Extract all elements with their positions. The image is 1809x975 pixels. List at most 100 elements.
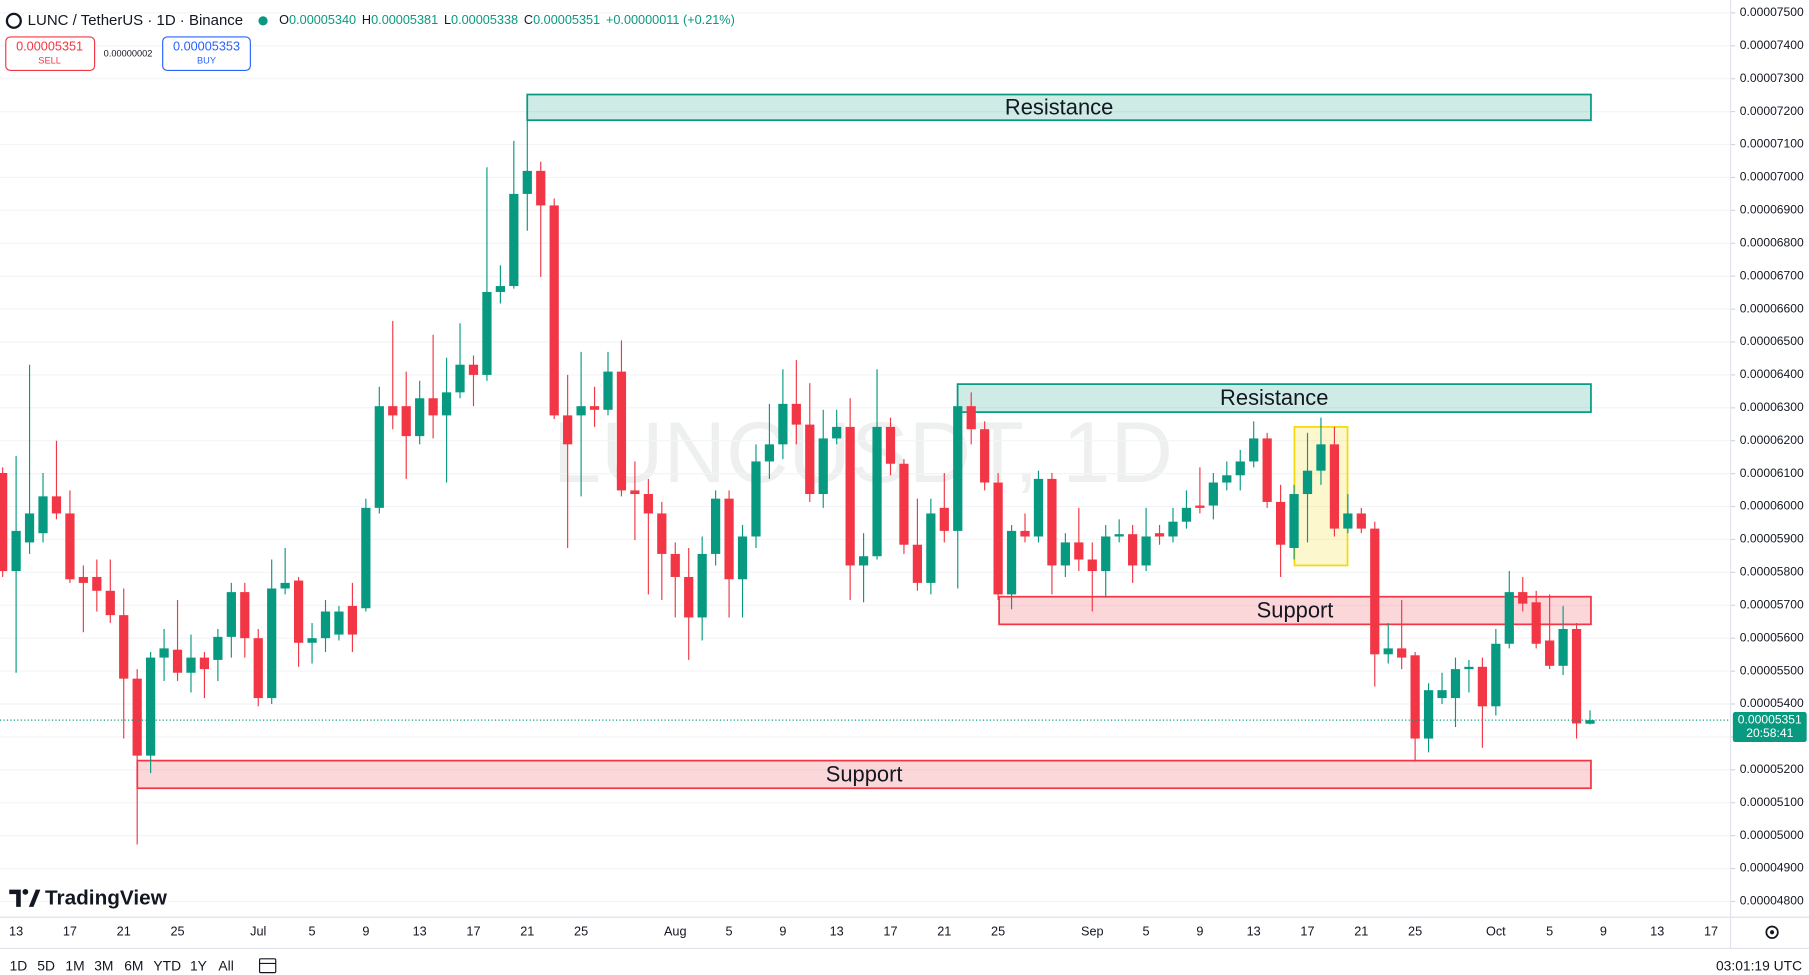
candle-body [388, 406, 398, 416]
sell-button[interactable] [5, 36, 96, 72]
candle-body [1518, 592, 1528, 604]
x-tick-label: 13 [830, 925, 844, 939]
candle-body [1356, 513, 1366, 529]
sell-label[interactable]: SELL [38, 56, 61, 66]
brand-logo [9, 888, 41, 907]
x-tick-label: 9 [779, 925, 786, 939]
candle-body [522, 170, 532, 194]
x-tick-label: 5 [726, 925, 733, 939]
ohlc-label: C [524, 13, 533, 27]
candle-body [146, 657, 156, 756]
y-tick-label: 0.00007300 [1740, 71, 1804, 85]
y-tick-label: 0.00007500 [1740, 5, 1804, 19]
candle-body [697, 553, 707, 618]
ohlc-value: 0.00005340 [289, 13, 356, 27]
ohlc-label: H [362, 13, 371, 27]
candle-body [1450, 669, 1461, 699]
candle-body [415, 398, 425, 437]
brand-name: TradingView [45, 886, 168, 909]
symbol-title[interactable]: LUNC / TetherUS · 1D · Binance [28, 12, 243, 29]
candle-body [751, 461, 761, 537]
range-button[interactable]: 1D [10, 958, 28, 974]
candle-body [468, 364, 479, 375]
y-tick-label: 0.00006200 [1740, 433, 1804, 447]
x-tick-label: Aug [664, 925, 687, 939]
candle-body [441, 392, 452, 416]
x-tick-label: 17 [63, 925, 77, 939]
candle-body [536, 170, 546, 206]
settings-icon[interactable] [1765, 925, 1779, 939]
candle-body [159, 648, 169, 658]
candle-body [1249, 438, 1259, 462]
x-tick-label: Sep [1081, 925, 1104, 939]
range-button[interactable]: YTD [153, 958, 181, 974]
candle-body [805, 424, 815, 495]
candle-body [630, 490, 640, 495]
x-tick-label: 9 [362, 925, 369, 939]
candle-body [1531, 602, 1541, 644]
x-tick-label: 5 [1143, 925, 1150, 939]
y-tick-label: 0.00006000 [1740, 499, 1804, 513]
candle-body [307, 638, 317, 643]
change-value: +0.00000011 (+0.21%) [606, 13, 735, 27]
candle-body [616, 371, 627, 491]
candle-body [1060, 542, 1070, 566]
candle-body [1235, 461, 1245, 476]
goto-date-icon[interactable] [259, 958, 277, 974]
range-button[interactable]: 3M [94, 958, 113, 974]
ohlc-label: O [279, 13, 289, 27]
candle-body [0, 472, 8, 572]
symbol-icon [5, 12, 22, 29]
candle-body [684, 576, 694, 618]
symbol-text[interactable]: LUNC / TetherUS · 1D · Binance [28, 12, 243, 29]
range-button[interactable]: 1M [65, 958, 84, 974]
y-tick-label: 0.00006700 [1740, 268, 1804, 282]
x-tick-label: 25 [1408, 925, 1422, 939]
candle-body [549, 205, 559, 416]
buy-price[interactable]: 0.00005353 [173, 40, 240, 54]
candle-body [199, 657, 210, 670]
last-price-box [1732, 712, 1807, 743]
range-button[interactable]: 6M [124, 958, 143, 974]
candle-body [92, 576, 102, 591]
candle-body [670, 553, 680, 577]
y-tick-label: 0.00006800 [1740, 235, 1804, 249]
x-tick-label: 21 [937, 925, 951, 939]
y-tick-label: 0.00007100 [1740, 137, 1804, 151]
candle-body [1558, 628, 1568, 666]
range-button[interactable]: 5D [37, 958, 55, 974]
candle-body [980, 429, 990, 483]
candle-body [858, 556, 869, 566]
candle-body [1222, 475, 1232, 483]
candle-body [1329, 444, 1340, 529]
zone [136, 759, 1592, 790]
candle-body [724, 498, 734, 580]
x-tick-label: 9 [1600, 925, 1607, 939]
candle-body [38, 496, 48, 534]
range-button[interactable]: All [218, 958, 233, 974]
ohlc-value: 0.00005338 [451, 13, 518, 27]
candle-body [1195, 505, 1205, 508]
candle-body [132, 678, 142, 756]
candle-body [1383, 648, 1393, 655]
y-tick-label: 0.00006900 [1740, 203, 1804, 217]
candle-body [482, 291, 492, 375]
candle-body [589, 406, 600, 410]
range-button[interactable]: 1Y [190, 958, 207, 974]
y-tick-label: 0.00007000 [1740, 170, 1804, 184]
y-tick-label: 0.00006300 [1740, 400, 1804, 414]
candle-body [1074, 542, 1084, 560]
candle-body [401, 406, 411, 437]
zone-label: Support [826, 761, 903, 786]
candle-body [778, 403, 788, 445]
zone-label: Resistance [1220, 385, 1328, 410]
candle-body [1316, 444, 1326, 471]
market-status [258, 16, 268, 26]
candle-body [65, 513, 75, 580]
clock: 03:01:19 UTC [1716, 958, 1802, 974]
buy-button[interactable] [162, 36, 251, 72]
y-tick-label: 0.00006100 [1740, 466, 1804, 480]
sell-price[interactable]: 0.00005351 [16, 40, 83, 54]
x-tick-label: Jul [250, 925, 266, 939]
buy-label[interactable]: BUY [197, 56, 216, 66]
